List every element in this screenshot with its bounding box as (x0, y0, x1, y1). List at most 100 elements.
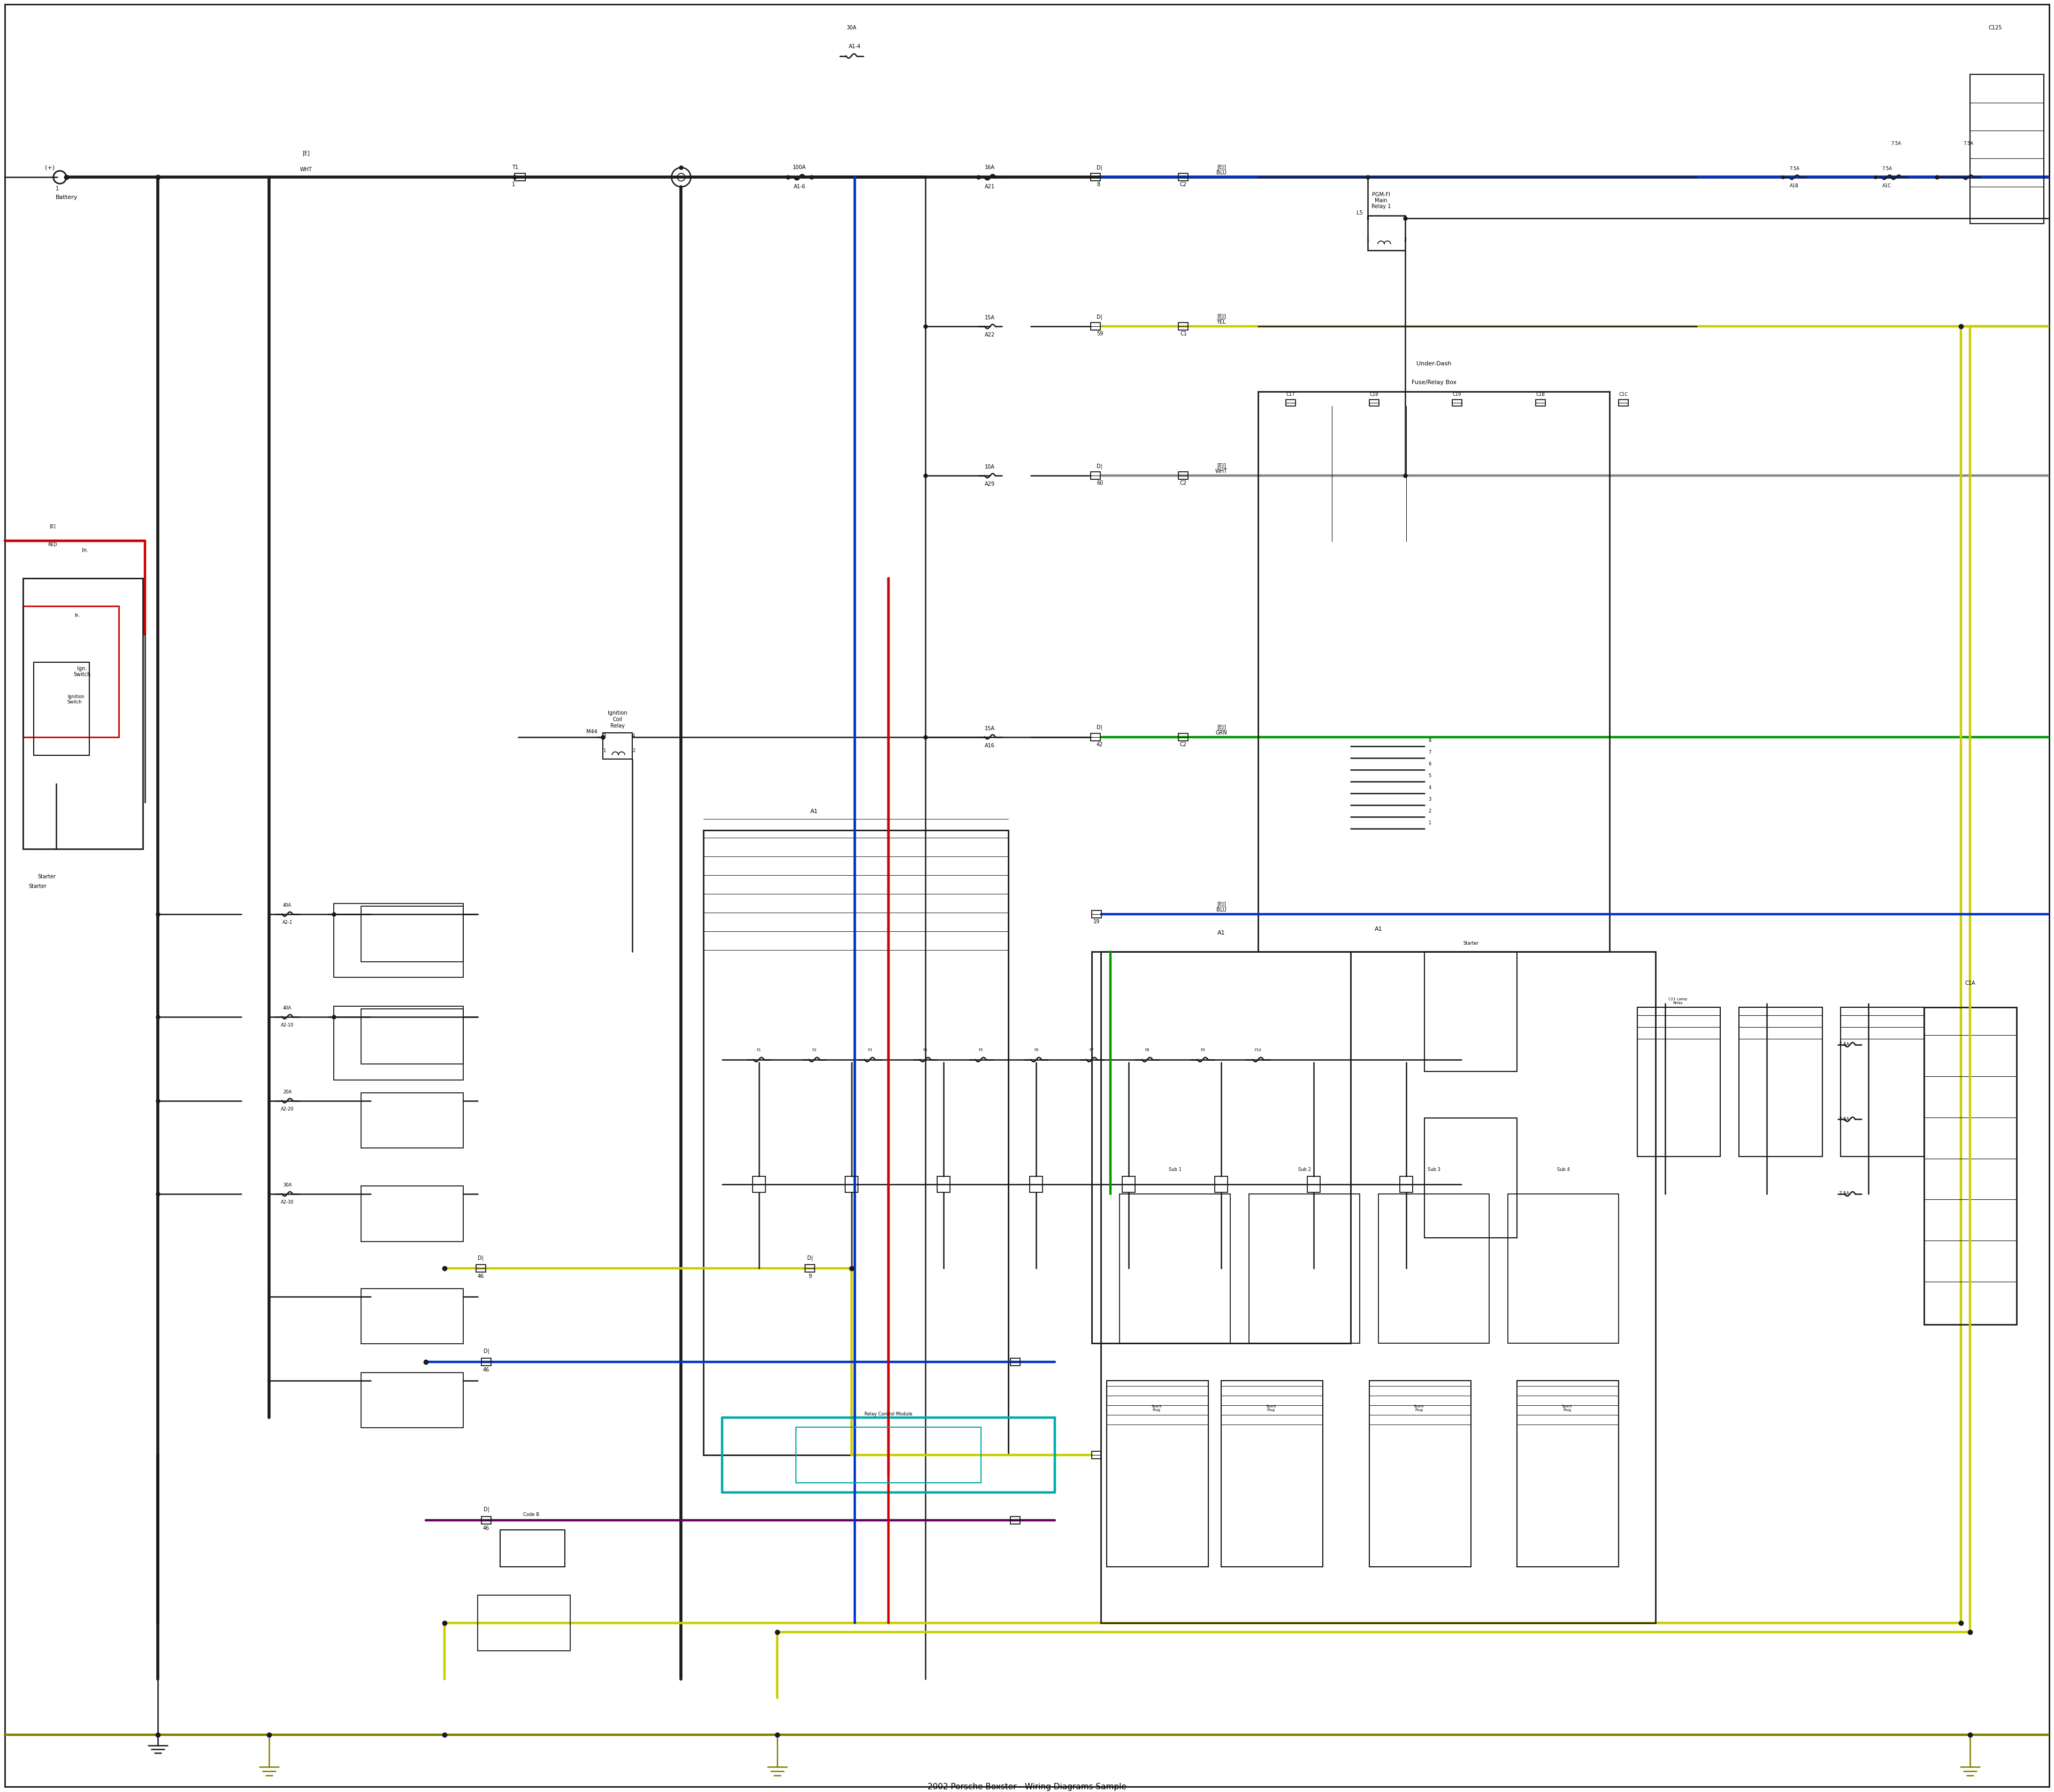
Text: A2-1: A2-1 (281, 921, 292, 925)
Text: 3: 3 (1403, 217, 1407, 220)
Text: 1: 1 (1428, 821, 1432, 826)
Text: D|: D| (479, 1254, 483, 1260)
Text: C17: C17 (1286, 392, 1296, 396)
Text: F4: F4 (922, 1048, 928, 1052)
Text: 3: 3 (1428, 797, 1432, 803)
Text: Sub 1: Sub 1 (1169, 1167, 1181, 1172)
Text: YEL: YEL (1216, 319, 1226, 324)
Bar (1179, 174, 1189, 181)
Text: 7: 7 (1428, 751, 1432, 754)
Text: 15A: 15A (986, 726, 994, 731)
Bar (1029, 1177, 1043, 1193)
Text: Relay 1: Relay 1 (1372, 204, 1391, 210)
Text: Starter: Starter (29, 883, 47, 889)
Text: F1: F1 (756, 1048, 762, 1052)
Text: Spark
Plug: Spark Plug (1150, 1405, 1163, 1412)
Text: 15A: 15A (986, 315, 994, 321)
Text: 7.5A: 7.5A (1881, 167, 1892, 170)
Text: D|: D| (1097, 165, 1103, 170)
Text: A1-6: A1-6 (793, 185, 805, 190)
Text: Relay: Relay (610, 722, 624, 728)
Text: D|: D| (807, 1254, 813, 1260)
Text: A1: A1 (811, 808, 817, 814)
Bar (1452, 400, 1462, 407)
Bar (1101, 952, 1656, 1624)
Bar (333, 903, 462, 977)
Text: 19: 19 (1093, 919, 1099, 925)
Bar (1425, 952, 1518, 1072)
Bar (1425, 1118, 1518, 1238)
Text: C18: C18 (1370, 392, 1378, 396)
Bar (604, 733, 633, 760)
Text: 60: 60 (1097, 480, 1103, 486)
Text: 8: 8 (1428, 738, 1432, 744)
Text: C125: C125 (1988, 25, 2003, 30)
Bar (1970, 75, 2044, 224)
Text: F9: F9 (1200, 1048, 1206, 1052)
Bar (362, 1009, 462, 1064)
Text: 7.5A: 7.5A (1836, 1192, 1849, 1197)
Text: 4: 4 (1428, 785, 1432, 790)
Text: (+): (+) (45, 165, 55, 170)
Text: A22: A22 (986, 332, 994, 337)
Text: In.: In. (82, 548, 88, 554)
Text: 4: 4 (1366, 217, 1370, 220)
Text: C21 Lamp
Relay: C21 Lamp Relay (1668, 998, 1686, 1005)
Text: [EJ]: [EJ] (1216, 314, 1226, 319)
Bar (1093, 952, 1352, 1344)
Bar (1091, 323, 1101, 330)
Text: 16A: 16A (986, 165, 994, 170)
Text: 7.5A: 7.5A (1892, 142, 1902, 147)
Bar (1925, 1007, 2017, 1324)
Bar (702, 830, 1009, 1455)
Text: 1: 1 (55, 186, 60, 192)
Text: A29: A29 (986, 482, 994, 487)
Text: 46: 46 (483, 1525, 489, 1530)
Bar (1508, 1193, 1619, 1344)
Text: 40A: 40A (283, 1005, 292, 1011)
Text: D|: D| (483, 1507, 489, 1512)
Bar (1091, 471, 1101, 480)
Bar (1179, 733, 1189, 740)
Bar (477, 1265, 485, 1272)
Text: WHT: WHT (1216, 470, 1228, 475)
Bar (1840, 1007, 1925, 1156)
Bar (1011, 1516, 1021, 1525)
Text: PGM-FI: PGM-FI (1372, 192, 1391, 197)
Text: F6: F6 (1033, 1048, 1039, 1052)
Text: Under-Dash: Under-Dash (1417, 362, 1452, 366)
Text: [EJ]: [EJ] (1216, 165, 1226, 170)
Text: 9: 9 (809, 1274, 811, 1279)
Text: Sub 2: Sub 2 (1298, 1167, 1310, 1172)
Text: F7: F7 (1089, 1048, 1095, 1052)
Text: 1: 1 (604, 749, 606, 753)
Text: 2: 2 (1403, 238, 1407, 242)
Bar (1518, 1380, 1619, 1566)
Text: Ign.
Switch: Ign. Switch (74, 667, 90, 677)
Text: Main: Main (1374, 197, 1386, 202)
Bar (795, 1426, 980, 1484)
Text: Coil: Coil (612, 717, 622, 722)
Text: A1: A1 (1218, 930, 1224, 935)
Text: D|: D| (483, 1348, 489, 1355)
Bar (1286, 400, 1296, 407)
Bar (1091, 733, 1101, 740)
Text: Spark
Plug: Spark Plug (1265, 1405, 1276, 1412)
Bar (1214, 1177, 1228, 1193)
Text: 7.5A: 7.5A (1836, 1043, 1849, 1047)
Text: BLU: BLU (1216, 170, 1226, 176)
Bar (1093, 1452, 1101, 1459)
Text: Ignition
Switch: Ignition Switch (68, 694, 84, 704)
Bar (481, 1358, 491, 1366)
Text: Spark
Plug: Spark Plug (1561, 1405, 1573, 1412)
Text: C1C: C1C (1619, 392, 1629, 396)
Bar (23, 579, 144, 849)
Text: A1-4: A1-4 (848, 45, 861, 50)
Bar (362, 1373, 462, 1428)
Text: Ignition: Ignition (608, 710, 626, 715)
Bar (1249, 1193, 1360, 1344)
Text: F10: F10 (1255, 1048, 1261, 1052)
Bar (752, 1177, 766, 1193)
Bar (1378, 1193, 1489, 1344)
Bar (805, 1265, 815, 1272)
